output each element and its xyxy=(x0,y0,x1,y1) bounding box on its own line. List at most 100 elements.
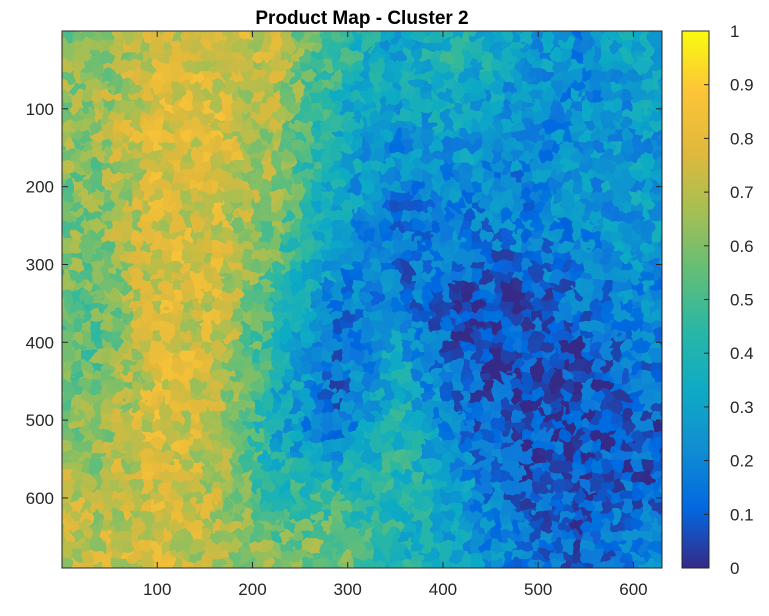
heatmap-cell xyxy=(362,481,373,492)
heatmap-cell xyxy=(282,411,293,422)
colorbar-tick-label: 0.7 xyxy=(730,183,754,202)
heatmap-cell xyxy=(442,131,453,142)
heatmap-cell xyxy=(422,211,433,222)
heatmap-cell xyxy=(272,331,283,342)
heatmap-cell xyxy=(572,331,583,342)
heatmap-cell xyxy=(72,381,83,392)
heatmap-cell xyxy=(252,31,263,42)
heatmap-cell xyxy=(162,231,173,242)
heatmap-cell xyxy=(182,161,193,172)
heatmap-cell xyxy=(352,61,363,72)
heatmap-cell xyxy=(612,391,623,402)
heatmap-cell xyxy=(172,411,183,422)
heatmap-cell xyxy=(232,121,243,132)
heatmap-cell xyxy=(612,351,623,362)
heatmap-cell xyxy=(522,451,533,462)
heatmap-cell xyxy=(482,31,493,32)
heatmap-cell xyxy=(572,151,583,162)
heatmap-cell xyxy=(532,291,543,302)
heatmap-cell xyxy=(152,181,163,192)
heatmap-cell xyxy=(472,271,483,282)
heatmap-cell xyxy=(152,261,163,272)
heatmap-cell xyxy=(62,531,73,542)
heatmap-cell xyxy=(132,251,143,262)
heatmap-cell xyxy=(542,71,553,82)
heatmap-cell xyxy=(132,31,143,32)
heatmap-cell xyxy=(642,221,653,232)
heatmap-cell xyxy=(192,301,203,312)
heatmap-cell xyxy=(62,381,73,392)
heatmap-cell xyxy=(302,301,313,312)
heatmap-cell xyxy=(452,441,463,452)
heatmap-cell xyxy=(272,41,283,52)
heatmap-cell xyxy=(92,91,103,102)
heatmap-cell xyxy=(212,131,223,142)
heatmap-cell xyxy=(512,361,523,372)
heatmap-cell xyxy=(372,381,383,392)
heatmap-cell xyxy=(632,421,643,432)
heatmap-cell xyxy=(352,261,363,272)
heatmap-cell xyxy=(382,261,393,272)
heatmap-cell xyxy=(412,481,423,492)
heatmap-cell xyxy=(392,391,403,402)
heatmap-cell xyxy=(582,261,593,272)
heatmap-cell xyxy=(342,541,353,552)
heatmap-cell xyxy=(452,201,463,212)
heatmap-cell xyxy=(292,461,303,472)
heatmap-cell xyxy=(422,341,433,352)
heatmap-cell xyxy=(662,251,673,262)
heatmap-cell xyxy=(632,551,643,562)
heatmap-cell xyxy=(382,41,393,52)
heatmap-cell xyxy=(562,331,573,342)
heatmap-cell xyxy=(212,111,223,122)
heatmap-cell xyxy=(662,231,673,242)
heatmap-cell xyxy=(532,141,543,152)
heatmap-cell xyxy=(322,521,333,532)
heatmap-cell xyxy=(392,371,403,382)
heatmap-cell xyxy=(72,351,83,362)
heatmap-cell xyxy=(92,121,103,132)
heatmap-cell xyxy=(282,561,293,568)
heatmap-cell xyxy=(612,291,623,302)
heatmap-cell xyxy=(432,451,443,462)
heatmap-cell xyxy=(62,61,73,72)
heatmap-cell xyxy=(572,71,583,82)
heatmap-cell xyxy=(352,451,363,462)
heatmap-cell xyxy=(142,371,153,382)
heatmap-cell xyxy=(432,381,443,392)
heatmap-cell xyxy=(602,381,613,392)
heatmap-cell xyxy=(242,241,253,252)
heatmap-cell xyxy=(202,221,213,232)
heatmap-cell xyxy=(462,181,473,192)
heatmap-cell xyxy=(242,141,253,152)
heatmap-cell xyxy=(642,141,653,152)
heatmap-cell xyxy=(262,121,273,132)
heatmap-cell xyxy=(282,341,293,352)
heatmap-cell xyxy=(62,451,63,462)
heatmap-cell xyxy=(272,151,283,162)
heatmap-cell xyxy=(232,91,243,102)
heatmap-cell xyxy=(432,181,443,192)
heatmap-cell xyxy=(142,181,153,192)
heatmap-cell xyxy=(182,421,193,432)
heatmap-cell xyxy=(362,551,373,562)
heatmap-cell xyxy=(172,301,183,312)
heatmap-cell xyxy=(662,41,673,52)
heatmap-cell xyxy=(622,221,633,232)
heatmap-cell xyxy=(232,51,243,62)
heatmap-cell xyxy=(282,461,293,472)
heatmap-cell xyxy=(412,101,423,112)
heatmap-cell xyxy=(382,181,393,192)
heatmap-cell xyxy=(522,41,533,52)
heatmap-cell xyxy=(162,301,173,312)
heatmap-cell xyxy=(382,251,393,262)
heatmap-cell xyxy=(302,91,313,102)
heatmap-cell xyxy=(282,61,293,72)
heatmap-cell xyxy=(152,41,163,52)
heatmap-cell xyxy=(262,131,273,142)
heatmap-cell xyxy=(272,401,283,412)
heatmap-cell xyxy=(572,101,583,112)
heatmap-cell xyxy=(362,111,373,122)
heatmap-cell xyxy=(392,171,403,182)
heatmap-cell xyxy=(62,251,73,262)
